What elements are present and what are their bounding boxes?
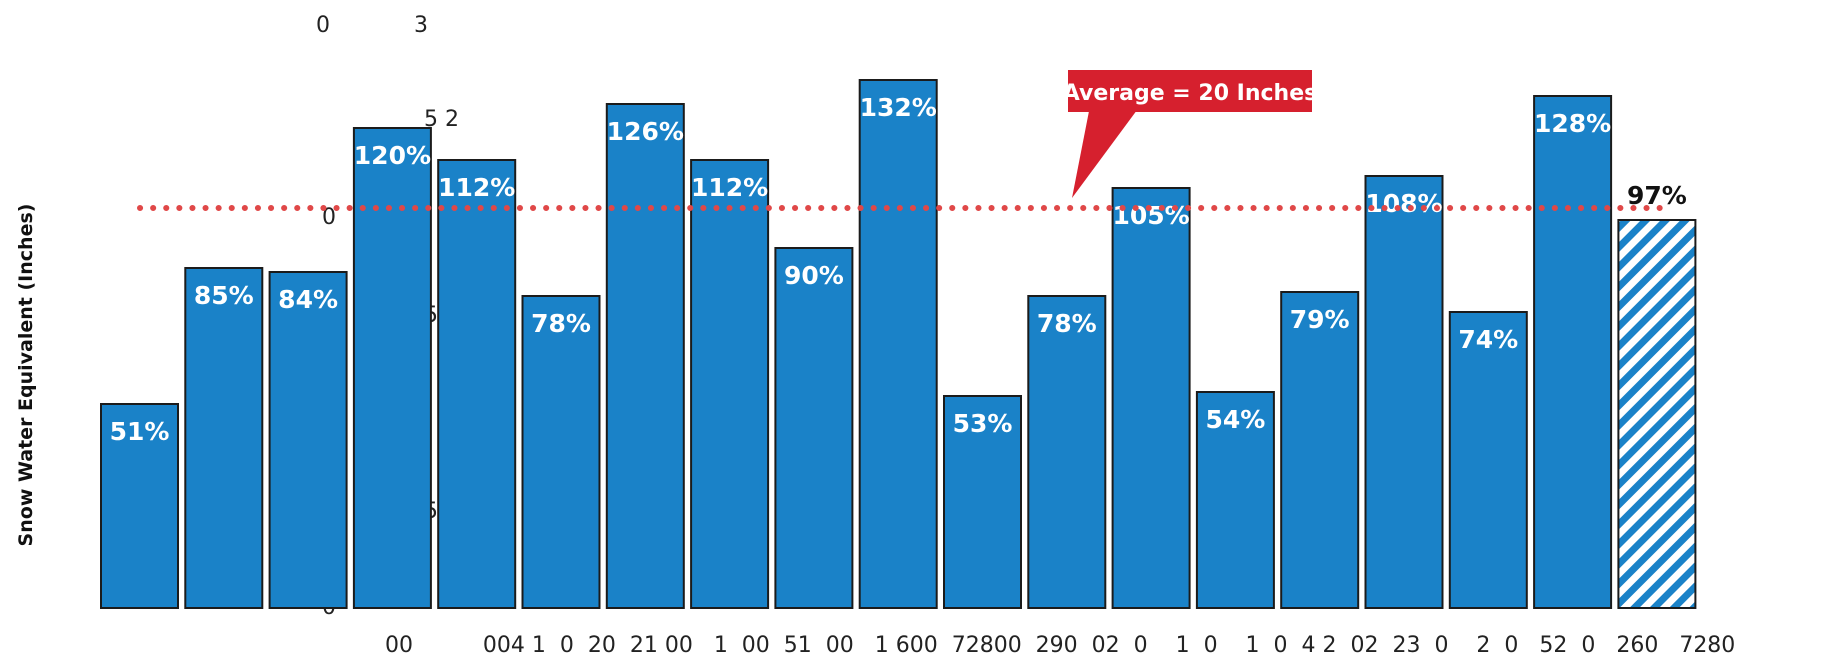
- axis-fragment: 0: [322, 205, 336, 230]
- bar-label: 74%: [1458, 325, 1518, 354]
- bar: [1364, 175, 1444, 609]
- bar: [858, 79, 938, 609]
- bar: [1111, 187, 1191, 609]
- bar-label: 85%: [194, 281, 254, 310]
- bar-label: 97%: [1627, 181, 1687, 210]
- bar-label: 78%: [531, 309, 591, 338]
- bar: [943, 395, 1022, 609]
- callout-pointer: [1072, 106, 1140, 198]
- bar-label: 84%: [278, 285, 338, 314]
- bar-label: 54%: [1205, 405, 1265, 434]
- bar-label: 126%: [607, 117, 684, 146]
- axis-fragment: 0: [316, 13, 330, 38]
- bar: [352, 127, 432, 609]
- bar: [268, 271, 348, 609]
- bar-label: 112%: [691, 173, 768, 202]
- bar: [1617, 219, 1697, 609]
- bars-group: 51%85% 84%120%112%78%126%112%90%132%53%78…: [100, 79, 1697, 609]
- bar-label: 128%: [1534, 109, 1611, 138]
- callout-box: [1068, 70, 1312, 112]
- bar: [690, 159, 770, 609]
- bar: [521, 295, 601, 609]
- bar: [1280, 291, 1360, 609]
- bar: [184, 267, 264, 609]
- average-callout: Average = 20 Inches: [1063, 70, 1317, 198]
- bar-label: 53%: [953, 409, 1013, 438]
- bar-label: 108%: [1365, 189, 1442, 218]
- bar: [1027, 295, 1107, 609]
- bar: [1448, 311, 1528, 609]
- bar-label: 132%: [860, 93, 937, 122]
- bar-label: 120%: [354, 141, 431, 170]
- bar: [437, 159, 517, 609]
- bar-label: 105%: [1112, 201, 1189, 230]
- bar-label: 90%: [784, 261, 844, 290]
- bar: [100, 403, 179, 609]
- axis-fragment: 3: [414, 13, 428, 38]
- bar: [774, 247, 854, 609]
- bar: [1533, 95, 1613, 609]
- bar-label: 78%: [1037, 309, 1097, 338]
- x-axis-fragments: 00 004 1 0 20 21 00 1 00 51 00 1 600 728…: [385, 633, 1735, 658]
- y-axis-label: Snow Water Equivalent (Inches): [15, 204, 37, 547]
- bar: [1195, 391, 1275, 609]
- callout-label: Average = 20 Inches: [1063, 81, 1317, 106]
- bar: [605, 103, 685, 609]
- bar-label: 112%: [438, 173, 515, 202]
- bar-label: 79%: [1290, 305, 1350, 334]
- bar-label: 51%: [110, 417, 170, 446]
